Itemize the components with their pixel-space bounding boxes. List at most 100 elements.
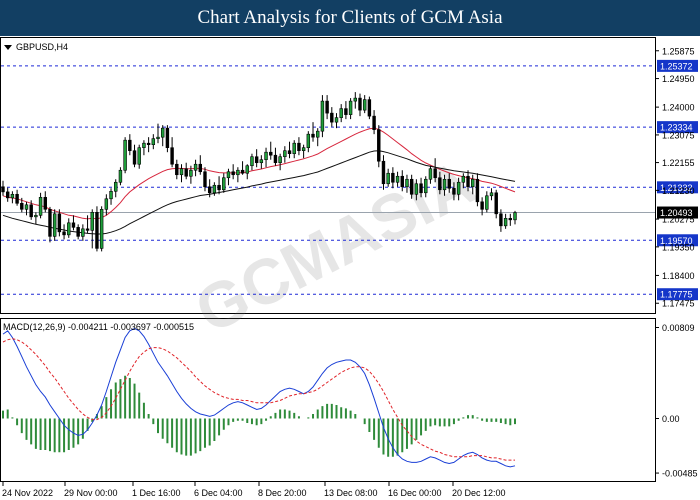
candle-body (245, 165, 249, 174)
gbpusd-h4-chart[interactable]: GCMASIA 1.253721.233341.213321.195701.17… (0, 36, 700, 500)
candle-body (95, 212, 99, 249)
candle-body (466, 175, 470, 188)
level-label: 1.21332 (660, 183, 693, 193)
candle-body (104, 198, 109, 210)
candle-body (203, 171, 207, 188)
time-tick-label: 20 Dec 12:00 (452, 488, 506, 498)
price-tick-label: 1.17475 (662, 299, 695, 309)
ma-black-line (2, 150, 516, 235)
candles (1, 92, 517, 252)
ma-red-line (2, 127, 516, 220)
candle-body (160, 127, 165, 138)
candle-body (414, 183, 419, 195)
candle-body (226, 171, 231, 179)
candle-body (461, 175, 466, 183)
candle-body (156, 136, 160, 139)
dropdown-triangle-icon[interactable] (4, 45, 12, 50)
candle-body (71, 222, 76, 228)
candle-body (57, 213, 62, 233)
time-tick-label: 1 Dec 16:00 (132, 488, 181, 498)
level-tag (657, 288, 698, 301)
candle-body (236, 169, 240, 176)
candle-body (212, 184, 217, 194)
candle-body (1, 186, 5, 193)
candle-body (179, 168, 184, 176)
candle-body (142, 142, 146, 148)
candle-body (259, 159, 264, 164)
candle-body (489, 192, 494, 197)
candle-body (292, 142, 296, 155)
macd-panel-frame (0, 318, 656, 482)
candle-body (99, 209, 104, 249)
time-tick-label: 16 Dec 00:00 (388, 488, 442, 498)
time-tick-label: 29 Nov 00:00 (64, 488, 118, 498)
candle-body (494, 192, 498, 215)
candle-body (132, 150, 137, 165)
candle-body (137, 147, 141, 165)
candle-body (193, 163, 198, 171)
candle-body (43, 196, 47, 210)
candle-body (264, 151, 268, 161)
candle-body (316, 130, 320, 138)
candle-body (428, 168, 433, 180)
candle-body (424, 178, 428, 194)
candle-body (499, 213, 503, 227)
candle-body (240, 169, 245, 174)
price-tick-label: 1.18400 (662, 271, 695, 281)
level-lines: 1.25372 1.23334 1.21332 1.19570 1.17775 1.204… (1, 59, 698, 301)
candle-body (269, 151, 273, 156)
price-tick-label: 1.19350 (662, 242, 695, 252)
level-tag (657, 234, 698, 247)
candle-body (207, 186, 212, 194)
level-tag (657, 121, 698, 134)
candle-body (447, 178, 451, 189)
level-tag (657, 59, 698, 72)
candle-body (367, 99, 372, 117)
macd-tick-label: -0.00485 (662, 469, 698, 479)
candle-body (189, 169, 193, 177)
candle-body (395, 175, 400, 183)
macd-tick-label: 0.00 (662, 414, 680, 424)
macd-signal-line (2, 338, 515, 461)
time-tick-label: 13 Dec 08:00 (324, 488, 378, 498)
candle-body (320, 100, 325, 132)
candle-body (170, 147, 174, 165)
time-axis: 24 Nov 2022 29 Nov 00:00 1 Dec 16:00 6 Dec … (2, 482, 506, 498)
candle-body (334, 117, 339, 123)
symbol-label: GBPUSD,H4 (16, 42, 68, 52)
candle-body (128, 139, 132, 152)
price-tick-label: 1.23075 (662, 130, 695, 140)
time-tick-label: 8 Dec 20:00 (258, 488, 307, 498)
candle-body (34, 215, 38, 218)
candle-body (433, 168, 437, 179)
candle-body (442, 178, 447, 191)
candle-body (283, 150, 287, 158)
candle-body (480, 201, 484, 210)
macd-tick-label: 0.00809 (662, 323, 695, 333)
candle-body (146, 142, 151, 145)
candle-body (325, 100, 329, 114)
current-price-tag (657, 206, 698, 219)
candle-body (409, 178, 414, 195)
level-label: 1.19570 (660, 236, 693, 246)
candle-body (508, 218, 513, 221)
candle-body (231, 171, 235, 176)
level-tag (657, 181, 698, 194)
candle-body (29, 204, 33, 218)
candle-body (372, 115, 376, 130)
level-label: 1.17775 (660, 290, 693, 300)
macd-line (2, 327, 516, 468)
candle-body (419, 183, 423, 194)
candle-body (52, 213, 57, 237)
candle-body (48, 209, 52, 237)
candle-body (278, 156, 282, 164)
candle-body (485, 195, 489, 210)
candle-body (353, 97, 358, 102)
banner-title: Chart Analysis for Clients of GCM Asia (0, 0, 700, 36)
candle-body (381, 160, 386, 185)
candle-body (400, 175, 404, 188)
candle-body (306, 133, 311, 148)
candle-body (386, 172, 390, 185)
candle-body (301, 147, 306, 152)
candle-body (62, 231, 66, 236)
